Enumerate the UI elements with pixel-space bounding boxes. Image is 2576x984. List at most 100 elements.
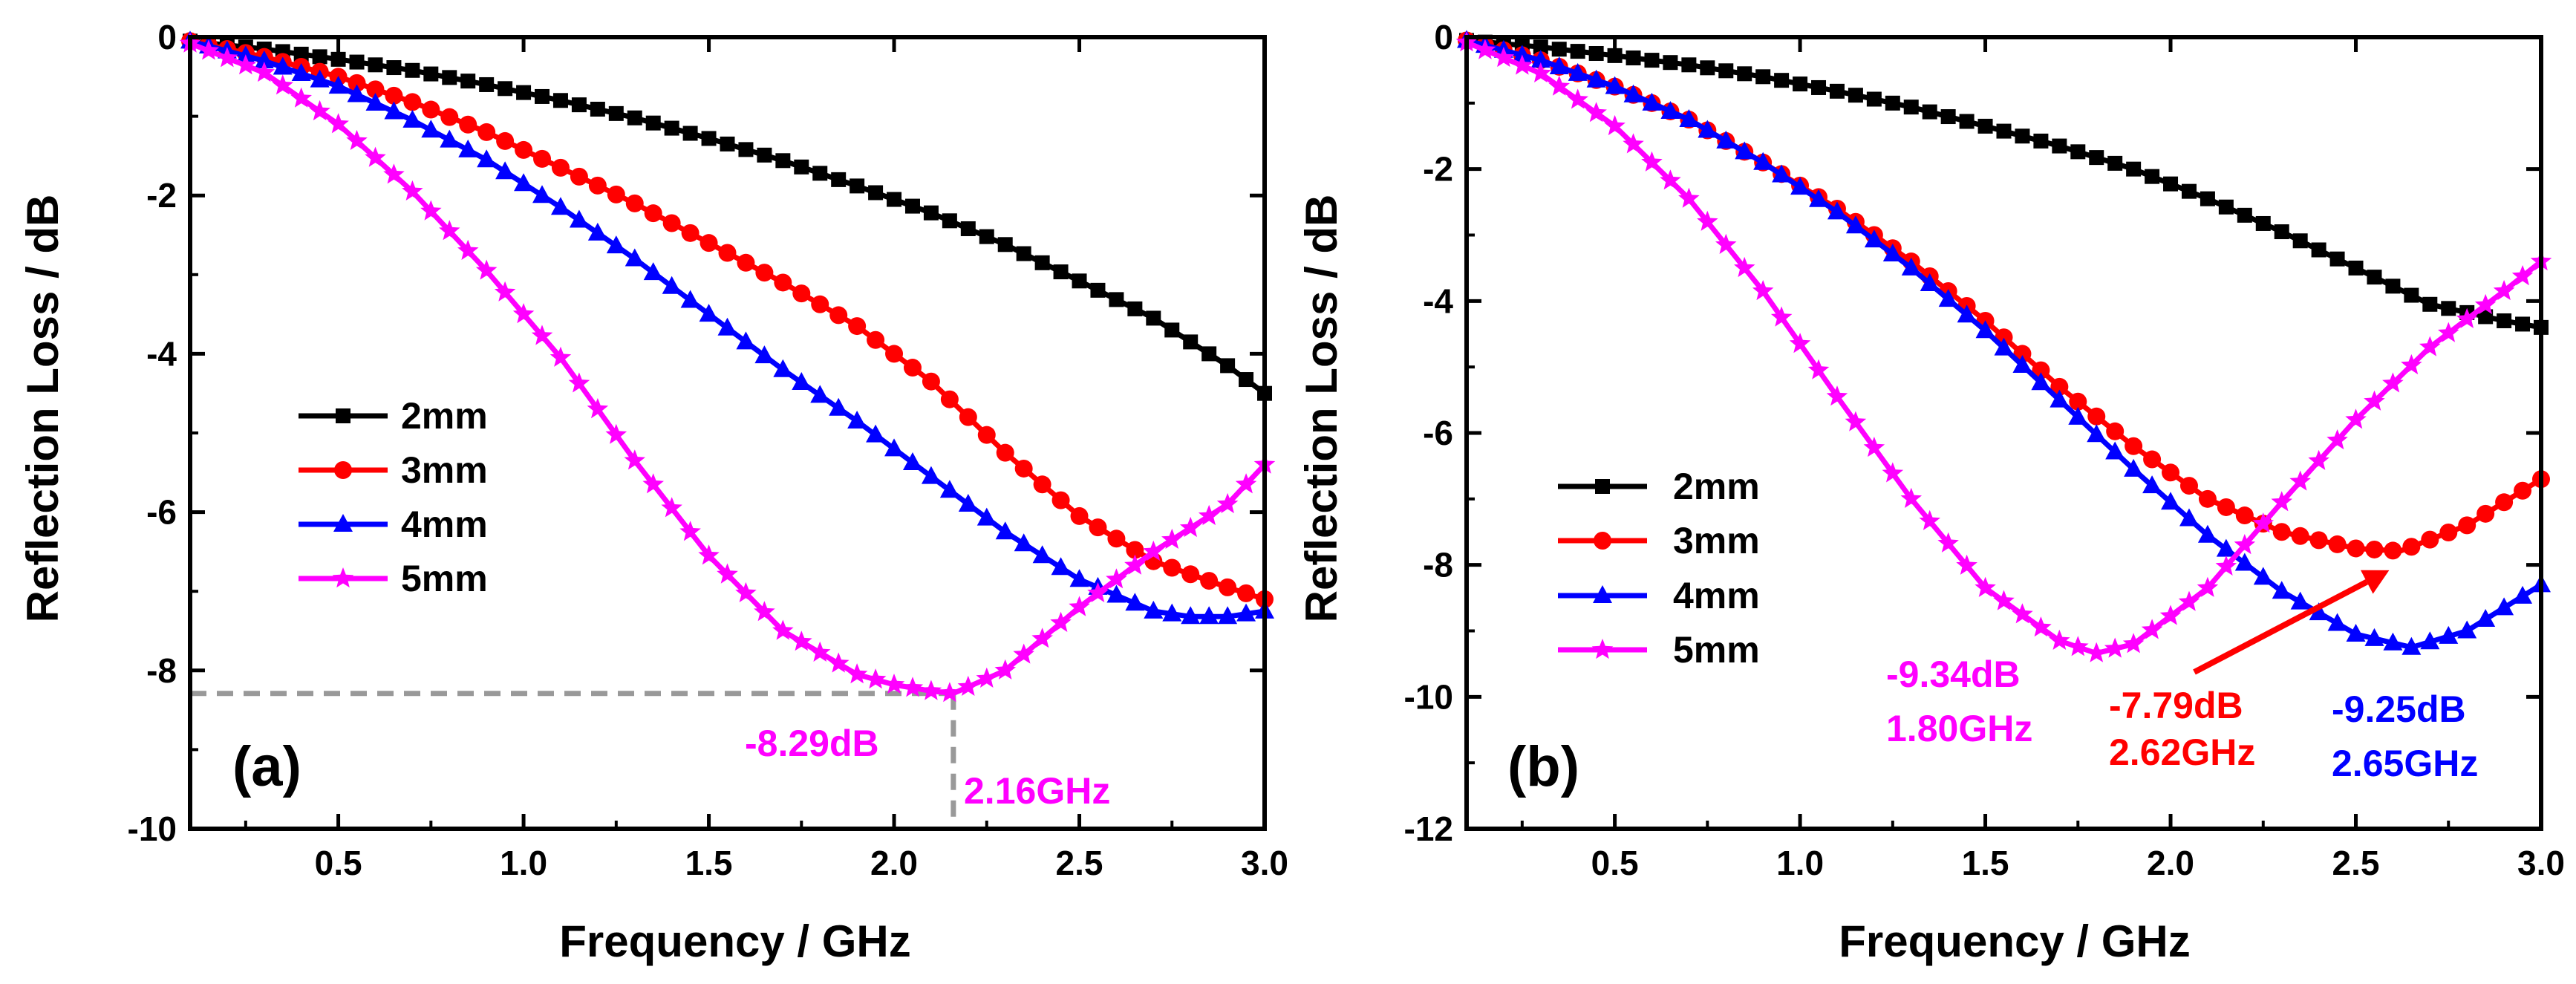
panel-a-series-marker-3mm xyxy=(774,273,792,292)
panel-a-series-marker-3mm xyxy=(515,140,533,159)
panel-b-series-marker-5mm xyxy=(1734,256,1755,278)
panel-a-series-marker-3mm xyxy=(1237,584,1256,602)
panel-b-series-marker-5mm xyxy=(2401,353,2422,375)
panel-b-series-marker-4mm xyxy=(2087,424,2107,443)
panel-b-series-marker-3mm xyxy=(2179,477,2198,495)
panel-a-series-marker-5mm xyxy=(735,581,757,602)
panel-a-series-marker-2mm xyxy=(1239,372,1254,388)
panel-b-series-marker-2mm xyxy=(2367,270,2382,285)
panel-b-x-tick-label: 1.5 xyxy=(1962,844,2009,882)
panel-a-legend-marker-shape-3mm xyxy=(334,461,352,479)
panel-b-series-marker-3mm xyxy=(2032,361,2050,379)
panel-b-series-marker-2mm xyxy=(1588,45,1604,61)
panel-a-x-tick-label: 0.5 xyxy=(315,844,362,882)
panel-b-series-marker-2mm xyxy=(2200,191,2215,206)
panel-b-series-marker-3mm xyxy=(2347,539,2365,558)
panel-a-series-marker-4mm xyxy=(1069,569,1089,587)
panel-b-series-marker-2mm xyxy=(1551,42,1567,57)
panel-b-series-marker-4mm xyxy=(1568,62,1588,81)
panel-a-series-marker-4mm xyxy=(1199,606,1219,625)
panel-a-series-marker-4mm xyxy=(1125,593,1145,611)
panel-a-series-marker-5mm xyxy=(1124,554,1146,575)
panel-b-series-marker-2mm xyxy=(2052,138,2067,154)
panel-b-series-marker-3mm xyxy=(2087,407,2106,426)
panel-b-series-marker-5mm xyxy=(2419,336,2441,356)
panel-a-series-marker-3mm xyxy=(700,234,718,252)
panel-a-series-marker-5mm xyxy=(883,674,905,694)
panel-b-series-marker-4mm xyxy=(2012,354,2032,373)
panel-a-series-marker-3mm xyxy=(625,194,644,212)
panel-a-series-marker-2mm xyxy=(293,46,309,62)
panel-b-series-marker-4mm xyxy=(2161,492,2181,510)
panel-a-x-tick-label: 1.0 xyxy=(500,844,547,882)
panel-b-series-marker-2mm xyxy=(1977,118,1993,134)
panel-b-series-marker-5mm xyxy=(1993,590,2015,610)
panel-a-axes-frame xyxy=(188,35,1267,831)
panel-a-series-marker-2mm xyxy=(1053,264,1069,280)
panel-a-series-marker-3mm xyxy=(588,176,607,195)
panel-a-series-marker-3mm xyxy=(922,372,940,391)
panel-a-series-marker-2mm xyxy=(1146,310,1161,326)
panel-a-series-marker-3mm xyxy=(1070,506,1089,525)
panel-a-series-marker-5mm xyxy=(457,239,479,260)
panel-b-series-marker-5mm xyxy=(1715,233,1737,254)
panel-b-series-marker-4mm xyxy=(2068,406,2088,425)
panel-a-series-marker-5mm xyxy=(939,682,961,703)
panel-b-series-marker-2mm xyxy=(2497,313,2512,328)
panel-b-series-marker-5mm xyxy=(1604,114,1626,136)
panel-b-series-marker-5mm xyxy=(2382,372,2404,393)
panel-a-series-marker-2mm xyxy=(831,172,847,187)
panel-b-series-marker-4mm xyxy=(2513,585,2533,604)
panel-b-legend-marker-shape-5mm xyxy=(1591,639,1614,659)
panel-b-series-marker-5mm xyxy=(1882,462,1904,483)
panel-b-annotation-5mm-freq: 1.80GHz xyxy=(1886,708,2032,749)
panel-b-series-marker-5mm xyxy=(1530,62,1552,82)
panel-a-series-marker-3mm xyxy=(1200,572,1219,590)
panel-a-series-marker-5mm xyxy=(772,619,794,640)
panel-b-series-marker-4mm xyxy=(2457,620,2477,639)
panel-b-series-marker-2mm xyxy=(2404,287,2419,303)
panel-a-series-marker-3mm xyxy=(940,390,959,408)
panel-b-legend: 2mm 3mm 4mm 5mm xyxy=(1558,466,1760,671)
panel-a-series-marker-3mm xyxy=(959,408,977,426)
panel-b-arrow-head xyxy=(2361,570,2390,594)
panel-a-series-marker-2mm xyxy=(552,93,568,108)
panel-b-series-marker-2mm xyxy=(1940,109,1956,125)
panel-b-y-tick-label: -8 xyxy=(1423,546,1453,584)
panel-a-y-tick-label: -4 xyxy=(146,334,177,373)
panel-a-series-marker-4mm xyxy=(1236,603,1256,622)
panel-b-series-marker-3mm xyxy=(2476,504,2495,523)
panel-b-label: (b) xyxy=(1507,735,1579,798)
panel-a-series-marker-3mm xyxy=(422,100,440,119)
panel-a-series-marker-3mm xyxy=(885,345,904,363)
panel-b-legend-marker-shape-4mm xyxy=(1593,585,1612,603)
panel-a-series-marker-4mm xyxy=(458,139,478,157)
panel-a-series-marker-4mm xyxy=(939,480,959,498)
panel-a-series-marker-4mm xyxy=(1014,533,1034,552)
panel-a-series-marker-4mm xyxy=(754,345,775,364)
panel-b-x-axis-title: Frequency / GHz xyxy=(1839,916,2190,966)
panel-a-series-marker-3mm xyxy=(403,93,422,111)
panel-a-series-marker-5mm xyxy=(309,100,330,121)
panel-a-series-marker-3mm xyxy=(977,426,996,444)
panel-b-series-marker-5mm xyxy=(2197,576,2219,597)
panel-b-series-marker-5mm xyxy=(2438,322,2459,342)
panel-b-series-marker-4mm xyxy=(1605,76,1625,94)
panel-a-series-marker-3mm xyxy=(829,306,848,325)
panel-a-series-marker-5mm xyxy=(550,346,572,367)
panel-b-series-marker-5mm xyxy=(2511,265,2534,286)
panel-a-series-marker-4mm xyxy=(884,438,904,457)
panel-a-series-marker-4mm xyxy=(421,120,441,138)
panel-a-series-marker-5mm xyxy=(198,39,220,60)
panel-a-series-marker-2mm xyxy=(794,159,809,175)
panel-b-series-marker-2mm xyxy=(1848,88,1863,103)
panel-b-series-marker-5mm xyxy=(1660,169,1681,190)
panel-b-legend-item-3mm: 3mm xyxy=(1558,520,1760,561)
panel-b-series-marker-5mm xyxy=(2141,619,2163,639)
panel-a-series-marker-5mm xyxy=(679,521,701,541)
panel-b-arrow-line xyxy=(2193,579,2369,675)
panel-b-series-marker-4mm xyxy=(2439,625,2459,644)
panel-a-y-axis-title: Reflection Loss / dB xyxy=(18,195,68,623)
panel-b-y-tick-label: -10 xyxy=(1404,677,1453,716)
panel-b-series-marker-2mm xyxy=(2422,296,2438,312)
